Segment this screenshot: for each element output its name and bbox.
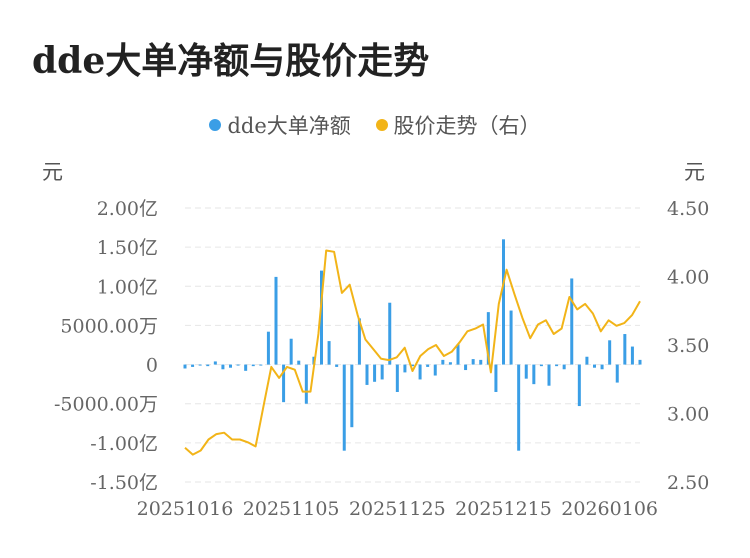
legend-dot-dde	[209, 119, 222, 131]
dde-bar	[335, 364, 339, 367]
dde-bar	[373, 364, 377, 382]
left-axis-tick-label: 2.00亿	[97, 198, 158, 220]
left-axis-tick-label: -1.00亿	[90, 433, 158, 455]
dde-bar	[464, 364, 468, 371]
right-axis-tick-label: 4.00	[667, 267, 709, 289]
x-axis-tick-label: 20251105	[243, 498, 340, 520]
legend-label-price: 股价走势（右）	[393, 114, 541, 138]
left-axis-unit: 元	[42, 160, 63, 184]
dde-bar	[380, 364, 384, 380]
right-axis-tick-label: 4.50	[667, 198, 709, 220]
right-axis-tick-label: 3.50	[667, 335, 709, 357]
dde-bar	[577, 364, 581, 407]
dde-bar	[555, 364, 559, 367]
dde-bar	[229, 364, 232, 368]
left-axis-tick-label: -5000.00万	[54, 394, 158, 416]
dde-bar	[297, 360, 301, 365]
x-axis-tick-label: 20251016	[137, 498, 234, 520]
dde-bar	[448, 362, 452, 365]
dde-bar	[411, 364, 414, 367]
dde-bar	[388, 302, 392, 365]
dde-bar	[608, 340, 612, 365]
dde-bar	[502, 239, 505, 365]
right-axis-unit: 元	[684, 160, 705, 184]
dde-bar	[357, 318, 361, 365]
dde-bar	[517, 364, 521, 451]
dde-bar	[600, 364, 604, 370]
dde-bar	[221, 364, 225, 370]
legend-item-price[interactable]: 股价走势（右）	[375, 110, 541, 140]
left-axis-tick-label: 1.50亿	[97, 237, 158, 259]
dde-bar	[623, 334, 627, 365]
dde-bar	[304, 364, 308, 404]
dde-bar	[365, 364, 369, 385]
left-axis-tick-label: 5000.00万	[60, 315, 158, 337]
dde-bar	[244, 364, 248, 371]
x-axis-tick-label: 20260106	[561, 498, 658, 520]
right-axis-tick-label: 3.00	[667, 404, 709, 426]
dde-bar	[191, 364, 195, 367]
dde-bar	[251, 364, 255, 367]
dde-bar	[570, 278, 574, 365]
right-axis-tick-label: 2.50	[667, 472, 709, 494]
dde-bar	[342, 364, 346, 451]
price-line	[184, 249, 641, 456]
dde-bar	[213, 361, 217, 365]
dde-bar	[327, 341, 331, 365]
legend-label-dde: dde大单净额	[227, 114, 351, 138]
dde-bar	[289, 338, 293, 365]
chart-legend: dde大单净额 股价走势（右）	[0, 110, 750, 140]
dde-bar	[630, 346, 634, 365]
legend-dot-price	[375, 119, 388, 131]
page-title: dde大单净额与股价走势	[32, 40, 430, 82]
x-axis-tick-label: 20251215	[455, 498, 552, 520]
dde-bar	[479, 359, 483, 365]
dde-bar	[266, 331, 270, 365]
dde-bar	[509, 310, 513, 365]
dde-bar	[433, 364, 437, 376]
dde-bar	[494, 364, 498, 392]
left-axis-tick-label: 0	[146, 355, 158, 377]
left-axis-tick-label: 1.00亿	[97, 276, 158, 298]
left-axis-tick-label: -1.50亿	[90, 472, 158, 494]
dde-bar	[183, 364, 187, 369]
dde-bar	[198, 364, 202, 366]
dde-bar	[259, 364, 263, 366]
dde-bar	[524, 364, 528, 379]
dde-bar	[236, 364, 240, 366]
dde-bar	[426, 364, 430, 367]
dde-bar	[593, 364, 596, 368]
dde-bar	[486, 312, 490, 365]
dde-bar	[615, 364, 619, 383]
dde-bar	[395, 364, 399, 392]
dde-bar	[441, 359, 445, 365]
dde-bar	[585, 356, 589, 365]
x-axis-tick-label: 20251125	[349, 498, 446, 520]
dde-bar	[206, 364, 210, 367]
dde-bar	[274, 276, 278, 365]
dde-bar	[547, 364, 551, 386]
dde-bar	[418, 364, 422, 380]
dde-bar	[562, 364, 566, 370]
dde-bar	[350, 364, 354, 428]
dde-bar	[539, 364, 543, 367]
legend-item-dde[interactable]: dde大单净额	[209, 110, 351, 140]
dde-bar	[471, 359, 475, 365]
dde-bar	[403, 364, 407, 373]
dde-bar	[282, 364, 286, 403]
dde-bar	[320, 270, 323, 365]
dde-bar	[456, 344, 460, 365]
dde-bar	[638, 359, 642, 365]
dde-bar	[532, 364, 536, 385]
